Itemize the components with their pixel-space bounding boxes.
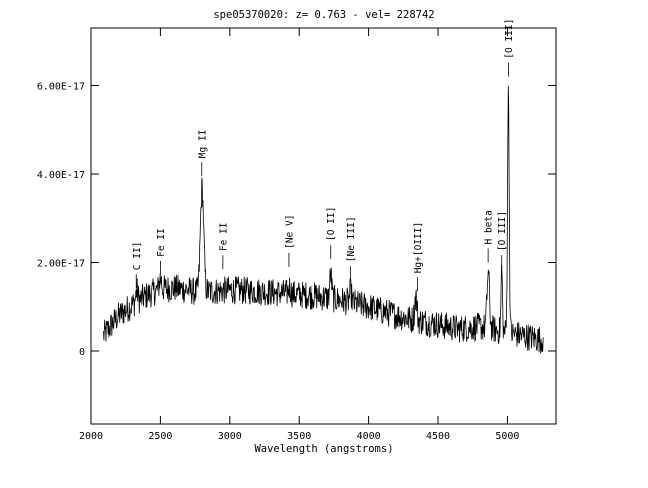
x-tick-label: 3000: [218, 431, 242, 442]
plot-frame: [90, 27, 557, 425]
x-axis-title: Wavelength (angstroms): [254, 443, 393, 455]
emission-line-markers: C II] Fe II Mg II Fe II [Ne V] [O II] [Ne III]…: [132, 19, 515, 292]
y-tick-label: 0: [79, 347, 85, 358]
emission-line-label: [Ne III]: [346, 216, 357, 262]
x-axis: 2000 2500 3000 3500 4000 4500 5000: [79, 28, 519, 442]
emission-line-label: [Ne V]: [284, 215, 295, 249]
emission-line-label: [O III]: [497, 211, 508, 251]
emission-line-label: C II]: [132, 242, 143, 271]
y-tick-label: 2.00E-17: [37, 259, 85, 270]
x-tick-label: 5000: [495, 431, 519, 442]
x-tick-label: 4000: [357, 431, 381, 442]
y-tick-label: 4.00E-17: [37, 170, 85, 181]
x-tick-label: 2500: [148, 431, 172, 442]
y-tick-label: 6.00E-17: [37, 82, 85, 93]
emission-line-label: Mg II: [197, 130, 208, 159]
emission-line-label: Fe II: [218, 222, 229, 251]
emission-line-label: H beta: [484, 210, 495, 244]
emission-line-label: Fe II: [156, 228, 167, 257]
y-axis: 6.00E-17 4.00E-17 2.00E-17 0: [37, 82, 556, 358]
x-tick-label: 4500: [426, 431, 450, 442]
spectrum-series-line: [103, 85, 544, 354]
x-tick-label: 3500: [287, 431, 311, 442]
emission-line-label: Hg+[OIII]: [413, 222, 424, 273]
x-tick-label: 2000: [79, 431, 103, 442]
chart-title: spe05370020: z= 0.763 - vel= 228742: [213, 9, 434, 21]
emission-line-label: [O II]: [326, 207, 337, 241]
emission-line-label: [O III]: [504, 19, 515, 59]
